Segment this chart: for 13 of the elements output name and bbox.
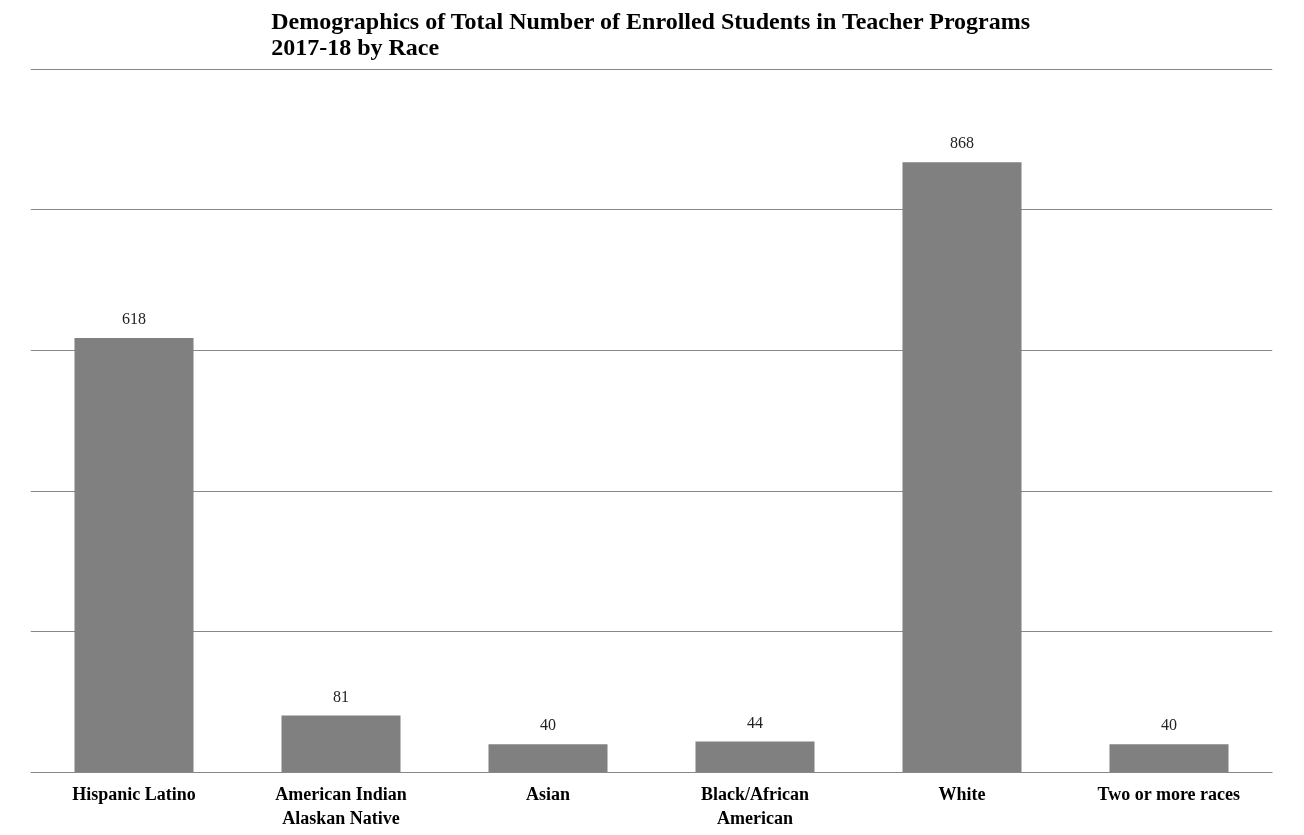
x-tick-label: White — [938, 783, 986, 804]
data-label: 40 — [540, 716, 556, 734]
data-label: 44 — [747, 713, 763, 731]
x-tick-label: Asian — [525, 783, 571, 804]
x-tick-label: Two or more races — [1097, 783, 1241, 804]
data-label: 40 — [1161, 716, 1177, 734]
data-label: 81 — [333, 687, 349, 705]
data-label: 618 — [122, 309, 146, 327]
data-label: 868 — [950, 134, 974, 152]
chart-title: Demographics of Total Number of Enrolled Students in Teacher Programs 2017-18 by Race — [271, 7, 1031, 60]
x-tick-label: American Indian Alaskan Native — [275, 783, 407, 828]
x-tick-label: Black/African American — [701, 783, 809, 828]
x-tick-label: Hispanic Latino — [72, 783, 196, 804]
